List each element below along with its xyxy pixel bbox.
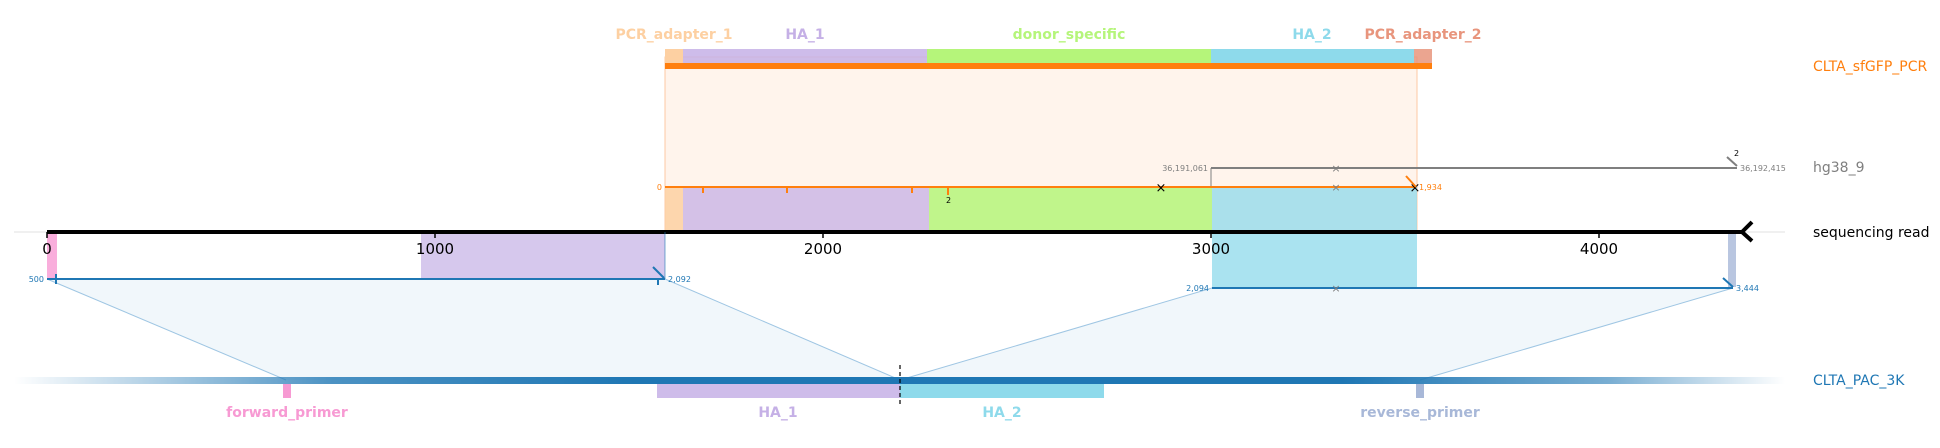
feature-bar-pcr-adapter-1 [665,49,683,65]
axis-tick-label: 1000 [416,240,454,258]
plasmid-mismatch-marker: × [1331,282,1340,295]
genome-start-coord: 36,191,061 [1162,164,1208,173]
plasmid-feature-reverse-primer [1416,384,1424,398]
plasmid-left-alignment-shade [47,279,900,380]
feature-bar-ha-1 [683,49,927,65]
read-feature-ha1-plasmid [421,232,665,278]
label-forward-primer: forward_primer [226,405,348,421]
label-ha-1-top: HA_1 [785,27,824,43]
track-label-pcr: CLTA_sfGFP_PCR [1813,59,1927,75]
read-feature-forward-primer [47,232,57,278]
feature-bar-donor-specific [927,49,1211,65]
plasmid-left-end-coord: 2,092 [668,275,691,284]
pcr-indel-label: 2 [946,196,951,205]
pcr-start-coord: 0 [657,183,662,192]
genome-end-hook [1726,156,1738,167]
label-pcr-adapter-1: PCR_adapter_1 [615,27,732,43]
axis-tick-label: 4000 [1580,240,1618,258]
axis-ticks [46,232,1600,238]
top-features [665,49,1432,65]
pcr-end-coord: 1,934 [1419,183,1442,192]
read-feature-ha2-plasmid [1212,232,1417,287]
label-reverse-primer: reverse_primer [1360,405,1480,421]
pcr-product-bar [665,63,1432,69]
plasmid-right-start-coord: 2,094 [1186,284,1209,293]
label-donor-specific: donor_specific [1013,27,1126,43]
read-feature-donor-specific [929,186,1212,232]
plasmid-left-start-coord: 500 [29,275,44,284]
pcr-mismatch-x3: × [1410,181,1421,196]
sequencing-read-arrow [1740,220,1754,243]
label-ha-2-top: HA_2 [1292,27,1331,43]
read-feature-ha2-pcr [1212,186,1417,232]
track-label-plasmid: CLTA_PAC_3K [1813,373,1905,389]
read-feature-pcr-adapter-1 [665,186,683,232]
pcr-mismatch-ticks [702,187,949,195]
plasmid-right-alignment-shade [900,288,1733,380]
label-ha-1-bottom: HA_1 [758,405,797,421]
plasmid-feature-forward-primer [283,384,291,398]
pcr-end-hook [1405,175,1417,188]
plasmid-feature-ha-2 [900,384,1104,398]
track-label-genome: hg38_9 [1813,160,1864,176]
read-feature-ha1-pcr [683,186,929,232]
axis-tick-label: 2000 [804,240,842,258]
feature-bar-pcr-adapter-2 [1414,49,1432,65]
plasmid-feature-ha-1 [657,384,900,398]
genome-end-coord: 36,192,415 [1740,164,1786,173]
axis-tick-label: 3000 [1192,240,1230,258]
plasmid-right-end-coord: 3,444 [1736,284,1759,293]
read-feature-reverse-primer [1728,232,1736,287]
genome-mismatch-marker: × [1331,162,1340,175]
genome-indel-label: 2 [1734,149,1739,158]
label-ha-2-bottom: HA_2 [982,405,1021,421]
pcr-mismatch-x1: × [1156,181,1167,196]
pcr-mismatch-x2: × [1331,181,1340,194]
label-pcr-adapter-2: PCR_adapter_2 [1364,27,1481,43]
feature-bar-ha-2 [1211,49,1414,65]
track-label-read: sequencing read [1813,225,1929,241]
axis-tick-label: 0 [42,240,52,258]
